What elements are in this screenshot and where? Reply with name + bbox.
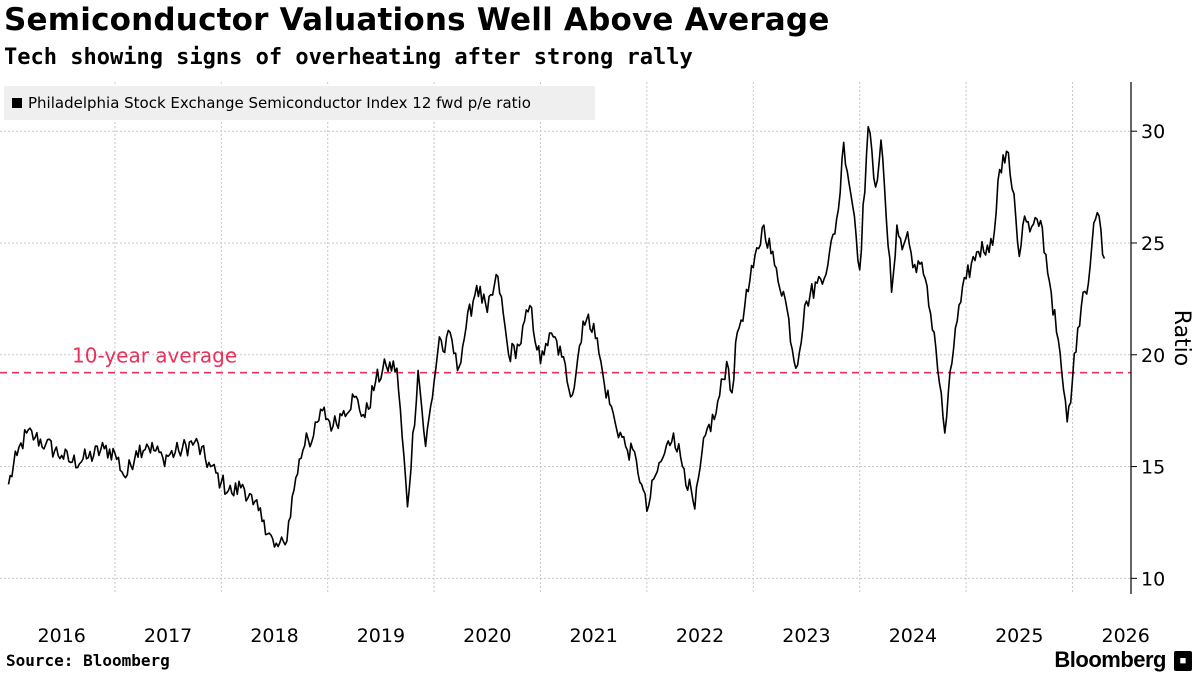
y-tick-label: 30: [1141, 121, 1165, 143]
x-tick-label: 2019: [357, 625, 405, 647]
x-tick-label: 2024: [889, 625, 937, 647]
x-tick-label: 2026: [1102, 625, 1150, 647]
x-tick-label: 2017: [144, 625, 192, 647]
x-tick-label: 2025: [995, 625, 1043, 647]
x-tick-label: 2023: [782, 625, 830, 647]
series-line-semiconductor-pe: [7, 125, 1106, 548]
y-axis-title: Ratio: [1169, 310, 1194, 366]
chart-title: Semiconductor Valuations Well Above Aver…: [4, 2, 830, 38]
legend-label: Philadelphia Stock Exchange Semiconducto…: [28, 94, 531, 112]
y-tick-label: 25: [1141, 233, 1165, 255]
source-note: Source: Bloomberg: [6, 651, 170, 670]
series-layer: [7, 125, 1106, 548]
bloomberg-terminal-icon: ■: [1174, 651, 1192, 671]
chart-subtitle: Tech showing signs of overheating after …: [4, 45, 693, 70]
grid-lines: [0, 82, 1131, 594]
average-label: 10-year average: [72, 344, 237, 368]
x-tick-label: 2018: [250, 625, 298, 647]
y-tick-label: 10: [1141, 568, 1165, 590]
legend: Philadelphia Stock Exchange Semiconducto…: [4, 86, 595, 120]
y-tick-label: 15: [1141, 457, 1165, 479]
x-tick-label: 2022: [676, 625, 724, 647]
x-tick-label: 2021: [570, 625, 618, 647]
legend-swatch: [12, 98, 22, 108]
y-tick-label: 20: [1141, 345, 1165, 367]
bloomberg-logo: Bloomberg: [1054, 647, 1166, 672]
x-tick-label: 2016: [38, 625, 86, 647]
x-tick-label: 2020: [463, 625, 511, 647]
